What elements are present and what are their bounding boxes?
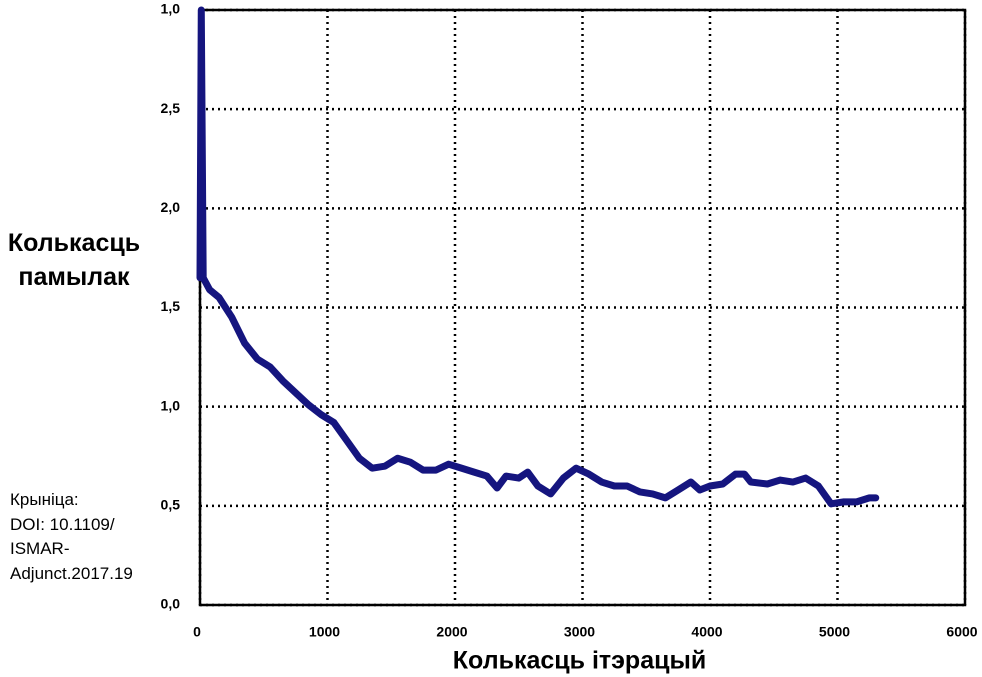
x-axis-label: Колькасць ітэрацый xyxy=(453,647,706,675)
y-tick-label: 1,0 xyxy=(161,1,181,17)
x-tick-label: 0 xyxy=(193,624,201,640)
y-tick-label: 0,0 xyxy=(161,596,181,612)
source-line: Крыніца: xyxy=(10,490,79,509)
y-tick-label: 2,0 xyxy=(161,199,181,215)
x-tick-label: 5000 xyxy=(819,624,850,640)
x-tick-label: 6000 xyxy=(946,624,977,640)
source-line: ISMAR- xyxy=(10,539,70,558)
x-tick-label: 2000 xyxy=(436,624,467,640)
y-axis-label: Колькасць памылак xyxy=(7,229,141,291)
source-line: Adjunct.2017.19 xyxy=(10,563,133,583)
data-line xyxy=(196,6,880,508)
x-tick-label: 1000 xyxy=(309,624,340,640)
y-tick-label: 1,0 xyxy=(161,397,181,413)
y-tick-label: 2,5 xyxy=(161,100,181,116)
x-tick-label: 4000 xyxy=(691,624,722,640)
x-tick-label: 3000 xyxy=(564,624,595,640)
y-tick-label: 0,5 xyxy=(161,497,181,513)
source-note: Крыніца: DOI: 10.1109/ISMAR- Adjunct.2017.… xyxy=(10,488,133,586)
y-tick-label: 1,5 xyxy=(161,298,181,314)
source-line: DOI: 10.1109/ xyxy=(10,514,115,534)
plot-frame xyxy=(198,8,967,607)
